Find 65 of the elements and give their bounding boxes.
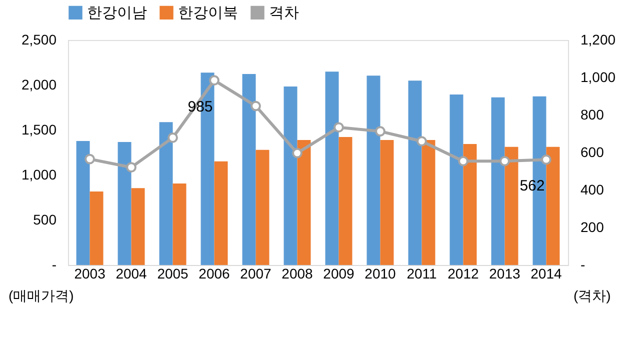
- bar: [380, 140, 394, 265]
- y2-tick-label: -: [580, 256, 586, 272]
- legend-label: 한강이남: [87, 4, 147, 22]
- y2-axis-title: (격차): [574, 288, 611, 304]
- y-tick-label: 1,500: [21, 122, 57, 138]
- bar: [214, 161, 228, 265]
- bar: [297, 140, 311, 265]
- bar: [172, 184, 186, 265]
- x-tick-label: 2014: [530, 266, 562, 282]
- point: [375, 126, 386, 136]
- y2-tick-label: 200: [580, 219, 604, 235]
- bar: [284, 86, 298, 265]
- x-tick-label: 2005: [157, 266, 189, 282]
- y-axis-title: (매매가격): [8, 288, 74, 304]
- legend-label: 격차: [269, 4, 299, 22]
- bar: [546, 146, 560, 265]
- bar: [504, 146, 518, 265]
- x-tick-label: 2003: [74, 266, 106, 282]
- legend-label: 한강이북: [178, 4, 238, 22]
- bar: [366, 76, 380, 265]
- y-tick-label: -: [52, 256, 57, 272]
- y2-tick-label: 1,000: [580, 69, 616, 85]
- bar: [90, 191, 104, 265]
- bar: [491, 97, 505, 265]
- x-tick-label: 2010: [364, 266, 396, 282]
- y2-tick-label: 600: [580, 144, 604, 160]
- bar: [131, 188, 145, 265]
- bar: [242, 74, 256, 265]
- bar: [338, 137, 352, 265]
- point: [334, 122, 344, 133]
- point: [250, 100, 261, 112]
- x-tick-label: 2009: [323, 266, 355, 282]
- bar: [422, 140, 436, 265]
- y2-tick-label: 400: [580, 182, 604, 198]
- bar: [118, 142, 132, 265]
- data-label: 985: [188, 98, 213, 116]
- bar: [325, 72, 339, 265]
- point: [541, 154, 552, 165]
- point: [292, 148, 302, 158]
- bar: [408, 80, 422, 265]
- point: [209, 75, 220, 86]
- bar: [463, 144, 477, 265]
- bar: [159, 122, 173, 265]
- point: [416, 136, 427, 146]
- y2-tick-label: 800: [580, 106, 604, 122]
- x-tick-label: 2004: [116, 266, 148, 282]
- point: [168, 132, 178, 143]
- x-tick-label: 2006: [198, 266, 230, 282]
- point: [500, 156, 510, 166]
- y-tick-label: 2,500: [21, 32, 57, 48]
- x-tick-label: 2013: [489, 266, 520, 282]
- y2-tick-label: 1,200: [580, 32, 616, 48]
- x-tick-label: 2008: [282, 266, 314, 282]
- y-tick-label: 1,000: [21, 166, 57, 182]
- point: [126, 162, 136, 172]
- bar: [450, 94, 464, 265]
- x-tick-label: 2011: [406, 266, 437, 282]
- bar: [76, 140, 90, 265]
- bar: [256, 150, 270, 265]
- point: [458, 156, 468, 166]
- x-tick-label: 2012: [448, 266, 480, 282]
- y-tick-label: 500: [33, 212, 57, 228]
- point: [84, 154, 95, 164]
- y-tick-label: 2,000: [21, 76, 57, 92]
- x-tick-label: 2007: [240, 266, 272, 282]
